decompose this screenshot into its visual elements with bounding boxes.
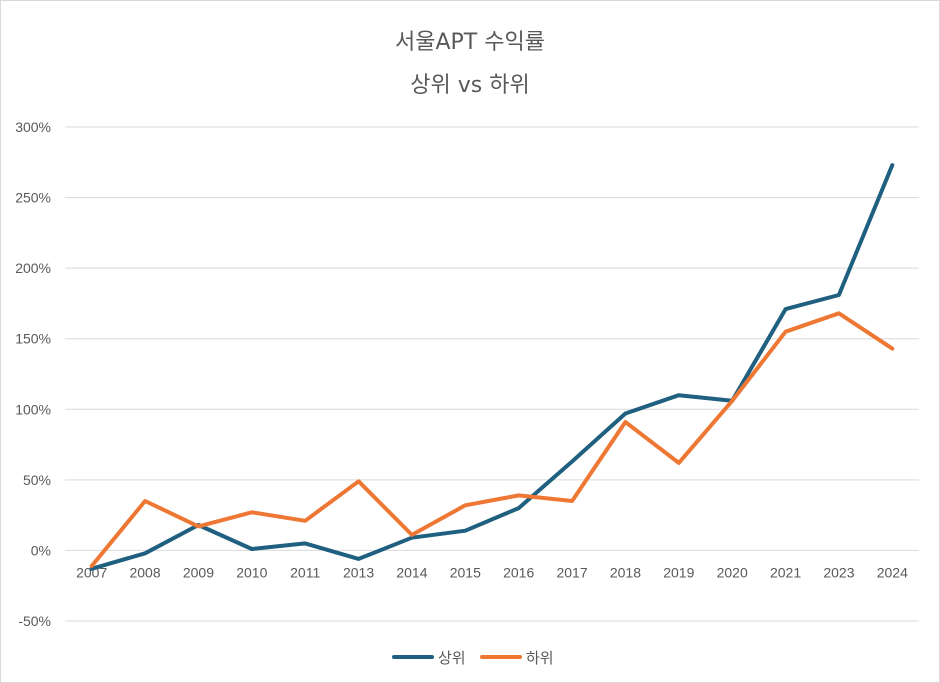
x-tick-label: 2008 (129, 564, 160, 580)
series-line-상위 (89, 163, 895, 571)
y-tick-label: 100% (15, 401, 51, 417)
y-tick-label: 250% (15, 190, 51, 206)
x-tick-label: 2015 (450, 564, 481, 580)
x-tick-label: 2009 (183, 564, 214, 580)
legend-label: 하위 (526, 649, 554, 667)
x-tick-label: 2013 (343, 564, 374, 580)
gridlines (65, 126, 919, 622)
x-axis-ticks: 2007 2008 2009 2010 2011 2013 2014 2015 2016 2017… (76, 564, 908, 580)
x-tick-label: 2019 (663, 564, 694, 580)
y-tick-label: 150% (15, 331, 51, 347)
x-tick-label: 2011 (290, 564, 320, 580)
x-tick-label: 2010 (236, 564, 267, 580)
legend-label: 상위 (438, 649, 466, 667)
x-tick-label: 2018 (610, 564, 641, 580)
y-tick-label: 200% (15, 260, 51, 276)
x-tick-label: 2021 (770, 564, 801, 580)
y-tick-label: 0% (31, 542, 51, 558)
x-tick-label: 2016 (503, 564, 534, 580)
chart-subtitle: 상위 vs 하위 (410, 73, 529, 98)
chart-title: 서울APT 수익률 (395, 30, 545, 55)
x-tick-label: 2023 (823, 564, 854, 580)
x-tick-label: 2014 (396, 564, 427, 580)
y-tick-label: -50% (18, 613, 51, 629)
series-lines (89, 163, 895, 571)
y-axis-ticks: -50% 0% 50% 100% 150% 200% 250% 300% (15, 119, 51, 629)
y-tick-label: 300% (15, 119, 51, 135)
series-line-하위 (89, 311, 895, 568)
x-tick-label: 2020 (717, 564, 748, 580)
x-tick-label: 2017 (556, 564, 587, 580)
y-tick-label: 50% (23, 472, 51, 488)
x-tick-label: 2024 (877, 564, 908, 580)
legend: 상위 하위 (392, 649, 554, 667)
